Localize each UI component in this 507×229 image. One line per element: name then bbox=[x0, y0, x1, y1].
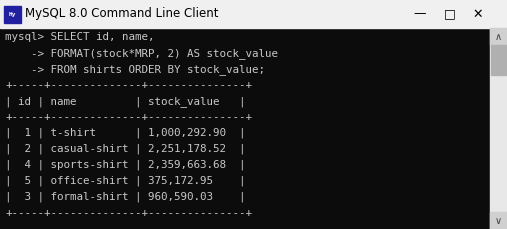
Text: —: — bbox=[414, 8, 426, 21]
Text: □: □ bbox=[444, 8, 456, 21]
Bar bbox=[0, 28, 490, 229]
Text: ∨: ∨ bbox=[495, 215, 502, 226]
Bar bbox=[0, 0, 507, 28]
Text: | id | name         | stock_value   |: | id | name | stock_value | bbox=[5, 96, 245, 107]
Bar bbox=[490, 28, 507, 45]
Bar bbox=[490, 28, 507, 229]
Text: mysql> SELECT id, name,: mysql> SELECT id, name, bbox=[5, 32, 155, 42]
Text: |  3 | formal-shirt | 960,590.03    |: | 3 | formal-shirt | 960,590.03 | bbox=[5, 192, 245, 202]
Bar bbox=[490, 212, 507, 229]
Text: +-----+--------------+---------------+: +-----+--------------+---------------+ bbox=[5, 208, 252, 218]
Text: ✕: ✕ bbox=[473, 8, 483, 21]
Text: +-----+--------------+---------------+: +-----+--------------+---------------+ bbox=[5, 80, 252, 90]
Text: MySQL 8.0 Command Line Client: MySQL 8.0 Command Line Client bbox=[25, 8, 219, 21]
Text: ∧: ∧ bbox=[495, 32, 502, 41]
Text: +-----+--------------+---------------+: +-----+--------------+---------------+ bbox=[5, 112, 252, 122]
Text: -> FORMAT(stock*MRP, 2) AS stock_value: -> FORMAT(stock*MRP, 2) AS stock_value bbox=[5, 48, 278, 59]
Bar bbox=[491, 45, 506, 75]
Bar bbox=[4, 6, 21, 23]
Text: |  2 | casual-shirt | 2,251,178.52  |: | 2 | casual-shirt | 2,251,178.52 | bbox=[5, 144, 245, 155]
Text: Hy: Hy bbox=[9, 12, 16, 17]
Text: |  1 | t-shirt      | 1,000,292.90  |: | 1 | t-shirt | 1,000,292.90 | bbox=[5, 128, 245, 139]
Text: |  4 | sports-shirt | 2,359,663.68  |: | 4 | sports-shirt | 2,359,663.68 | bbox=[5, 160, 245, 171]
Text: -> FROM shirts ORDER BY stock_value;: -> FROM shirts ORDER BY stock_value; bbox=[5, 64, 265, 75]
Text: |  5 | office-shirt | 375,172.95    |: | 5 | office-shirt | 375,172.95 | bbox=[5, 176, 245, 186]
